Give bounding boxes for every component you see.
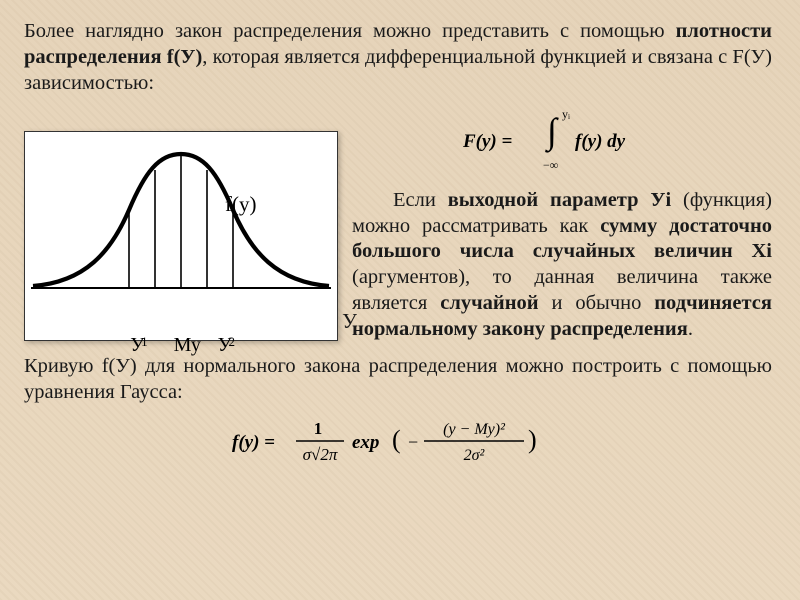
p2-t4: и обычно [539, 292, 655, 314]
svg-text:f(y) dy: f(y) dy [575, 131, 626, 152]
intro-t1: Более наглядно закон распределения можно… [24, 20, 676, 42]
svg-text:): ) [528, 425, 537, 454]
svg-text:2σ²: 2σ² [464, 447, 486, 464]
fy-label: f(у) [225, 192, 256, 217]
p2-t5: . [688, 318, 693, 340]
after-paragraph: Кривую f(У) для нормального закона распр… [24, 353, 772, 406]
svg-text:f(y) =: f(y) = [232, 432, 275, 453]
bell-curve-svg [25, 132, 337, 340]
p2-b1: выходной параметр Уi [448, 189, 671, 211]
paragraph-2: Если выходной параметр Уi (функция) можн… [352, 188, 772, 343]
svg-text:exp: exp [352, 432, 379, 453]
svg-text:уᵢ: уᵢ [562, 107, 570, 121]
svg-text:σ√2π: σ√2π [303, 445, 338, 464]
svg-text:F(y) =: F(y) = [462, 131, 512, 152]
p2-lead: Если [393, 189, 448, 211]
density-chart: f(у) У1МуУ2 У [24, 131, 338, 341]
svg-text:−: − [408, 432, 418, 452]
svg-text:∫: ∫ [545, 111, 559, 153]
p2-b3: случайной [440, 292, 538, 314]
svg-text:(: ( [392, 425, 401, 454]
formula-gauss: f(y) = 1 σ√2π exp ( − (y − My)² 2σ² ) [24, 412, 772, 475]
intro-paragraph: Более наглядно закон распределения можно… [24, 18, 772, 97]
svg-text:−∞: −∞ [543, 158, 558, 172]
formula-integral: F(y) = уᵢ ∫ −∞ f(y) dy [352, 107, 772, 178]
svg-text:(y − My)²: (y − My)² [443, 421, 506, 438]
y-axis-label: У [342, 309, 357, 334]
svg-text:1: 1 [314, 419, 323, 438]
